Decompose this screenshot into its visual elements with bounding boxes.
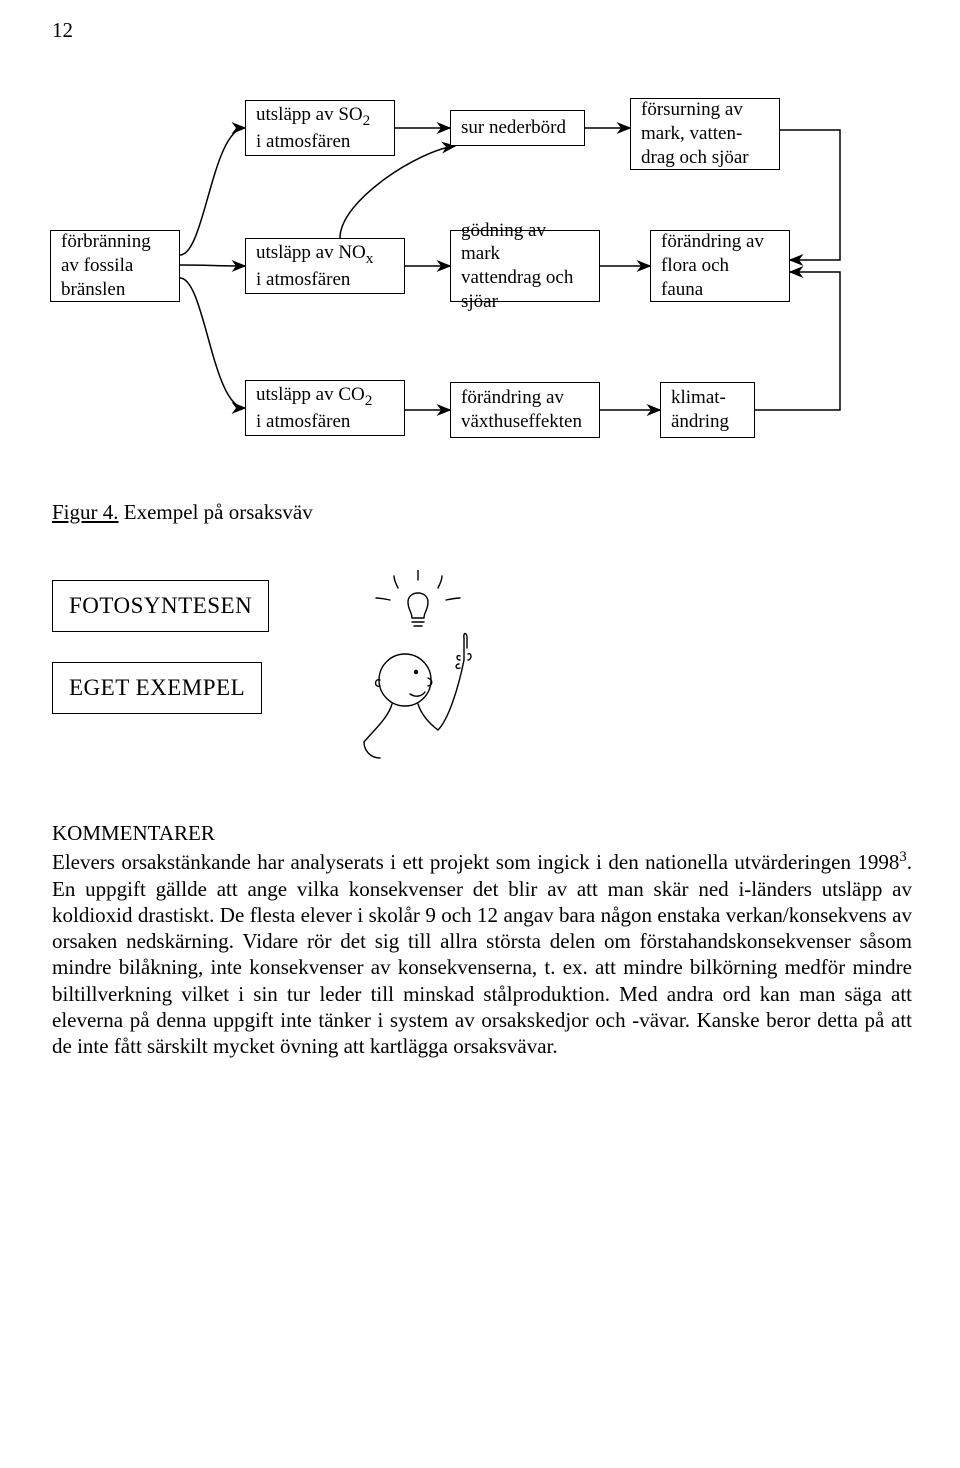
edge-n_source-n_co2 <box>180 278 245 408</box>
figure-text: Exempel på orsaksväv <box>119 500 313 524</box>
edge-n_source-n_so2 <box>180 128 245 255</box>
page-number: 12 <box>52 18 73 43</box>
node-n_vaxthus: förändring avväxthuseffekten <box>450 382 600 438</box>
node-n_source: förbränningav fossilabränslen <box>50 230 180 302</box>
node-n_klimat: klimat-ändring <box>660 382 755 438</box>
node-n_sur: sur nederbörd <box>450 110 585 146</box>
commentary-section: KOMMENTARER Elevers orsakstänkande har a… <box>52 820 912 1059</box>
edge-n_source-n_nox <box>180 265 245 266</box>
node-n_godning: gödning av markvattendrag ochsjöar <box>450 230 600 302</box>
node-n_forandr: förändring avflora ochfauna <box>650 230 790 302</box>
commentary-heading: KOMMENTARER <box>52 820 912 846</box>
exercise-boxes: FOTOSYNTESEN EGET EXEMPEL <box>52 580 269 744</box>
figure-label: Figur 4. <box>52 500 119 524</box>
exercise-box-fotosyntesen: FOTOSYNTESEN <box>52 580 269 632</box>
commentary-body: Elevers orsakstänkande har analyserats i… <box>52 848 912 1059</box>
figure-caption: Figur 4. Exempel på orsaksväv <box>52 500 313 525</box>
node-n_nox: utsläpp av NOxi atmosfären <box>245 238 405 294</box>
edge-n_nox-n_sur <box>340 146 455 238</box>
node-n_forsur: försurning avmark, vatten-drag och sjöar <box>630 98 780 170</box>
node-n_so2: utsläpp av SO2i atmosfären <box>245 100 395 156</box>
exercise-box-eget-exempel: EGET EXEMPEL <box>52 662 262 714</box>
node-n_co2: utsläpp av CO2i atmosfären <box>245 380 405 436</box>
causal-diagram: förbränningav fossilabränslen utsläpp av … <box>40 70 920 490</box>
idea-figure <box>350 570 510 760</box>
